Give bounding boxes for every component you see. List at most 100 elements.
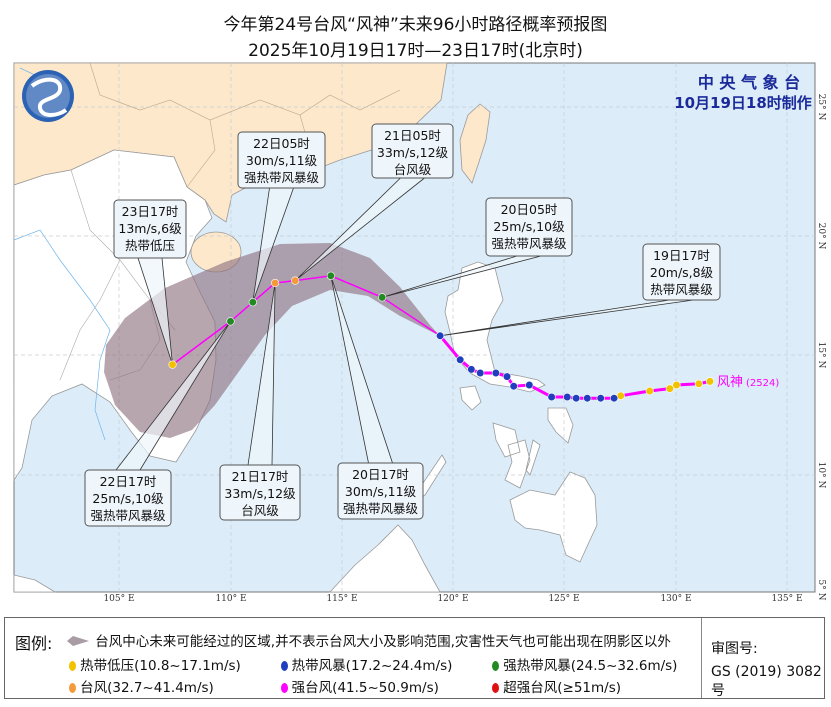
callout-time: 23日17时 xyxy=(122,204,179,219)
legend-item-text: 强热带风暴(24.5~32.6m/s) xyxy=(503,658,678,674)
track-point-ts xyxy=(563,392,572,402)
legend-item-text: 热带低压(10.8~17.1m/s) xyxy=(80,658,241,674)
typhoon-code: (2524) xyxy=(746,378,779,389)
lon-label: 115° E xyxy=(326,594,357,604)
forecast-callout-box xyxy=(642,243,721,301)
land-visayas xyxy=(492,422,541,489)
land-borneo xyxy=(329,524,441,593)
lat-label: 10° N xyxy=(816,462,826,489)
lon-label: 125° E xyxy=(548,594,579,604)
land-mindoro xyxy=(459,385,482,411)
track-point-td xyxy=(168,360,177,369)
legend-divider xyxy=(701,618,702,698)
typhoon-symbol-icon xyxy=(280,661,288,671)
callout-time: 21日05时 xyxy=(384,128,441,143)
legend-item-sty: 强台风(41.5~50.9m/s) xyxy=(280,676,439,696)
track-point-ty xyxy=(291,276,300,285)
track-point-sts xyxy=(226,317,235,326)
map-subtitle: 2025年10月19日17时—23日17时(北京时) xyxy=(248,41,583,61)
legend-item-td: 热带低压(10.8~17.1m/s) xyxy=(69,654,241,674)
track-point-td xyxy=(694,379,703,388)
map-title: 今年第24号台风“风神”未来96小时路径概率预报图 xyxy=(223,15,608,35)
lat-label: 15° N xyxy=(816,342,826,369)
track-point-ts xyxy=(547,392,556,402)
legend: 图例: 台风中心未来可能经过的区域,并不表示台风大小及影响范围,灾害性天气也可能… xyxy=(4,617,825,699)
legend-cone-text: 台风中心未来可能经过的区域,并不表示台风大小及影响范围,灾害性天气也可能出现在阴… xyxy=(95,634,671,650)
typhoon-symbol-icon xyxy=(492,661,500,671)
track-point-sts xyxy=(326,271,335,280)
latitude-labels: 25° N 20° N 15° N 10° N 5° N xyxy=(816,94,826,601)
lon-label: 105° E xyxy=(103,594,134,604)
callout-time: 21日17时 xyxy=(232,469,289,484)
track-point-td xyxy=(645,386,654,396)
land-taiwan xyxy=(459,103,491,184)
track-point-ts xyxy=(467,365,476,374)
track-point-ts xyxy=(609,394,619,403)
callout-level: 强热带风暴级 xyxy=(244,170,320,185)
legend-item-text: 热带风暴(17.2~24.4m/s) xyxy=(291,658,453,674)
callout-level: 强热带风暴级 xyxy=(491,236,567,251)
callout-wind: 25m/s,10级 xyxy=(493,219,565,234)
legend-item-superty: 超强台风(≥51m/s) xyxy=(492,676,621,696)
track-point-ts xyxy=(456,355,465,364)
callout-level: 强热带风暴级 xyxy=(343,501,419,516)
lat-label: 25° N xyxy=(816,94,826,121)
track-point-ts xyxy=(596,394,605,403)
forecast-callout-box xyxy=(84,469,172,527)
track-point-sts xyxy=(378,293,387,302)
lon-label: 135° E xyxy=(771,594,802,604)
legend-item-text: 强台风(41.5~50.9m/s) xyxy=(291,680,439,696)
typhoon-track-map: 105° E 110° E 115° E 120° E 125° E 130° E 135°… xyxy=(13,62,826,604)
callout-wind: 20m/s,8级 xyxy=(650,265,714,280)
callout-time: 20日05时 xyxy=(501,202,558,217)
legend-item-text: 台风(32.7~41.4m/s) xyxy=(80,680,214,696)
cma-logo xyxy=(22,70,74,122)
track-point-ts xyxy=(491,368,500,378)
legend-item-text: 超强台风(≥51m/s) xyxy=(503,680,622,696)
track-point-ts xyxy=(583,394,592,403)
lat-label: 5° N xyxy=(816,580,826,601)
land-samar xyxy=(547,407,574,444)
lon-label: 130° E xyxy=(660,594,691,604)
forecast-callout-box xyxy=(337,462,424,520)
forecast-callouts: 19日17时20m/s,8级热带风暴级20日05时25m/s,10级强热带风暴级… xyxy=(84,123,721,527)
track-point-ts xyxy=(502,372,512,381)
track-point-ts xyxy=(436,331,445,340)
callout-time: 22日05时 xyxy=(253,136,310,151)
land-malaysia xyxy=(13,574,57,593)
forecast-callout-box xyxy=(237,131,326,189)
callout-level: 台风级 xyxy=(394,162,432,177)
lon-label: 110° E xyxy=(215,594,246,604)
typhoon-name: 风神 xyxy=(717,375,743,390)
callout-level: 强热带风暴级 xyxy=(90,508,166,523)
legend-cone: 台风中心未来可能经过的区域,并不表示台风大小及影响范围,灾害性天气也可能出现在阴… xyxy=(65,630,671,650)
legend-item-ty: 台风(32.7~41.4m/s) xyxy=(69,676,214,696)
typhoon-symbol-icon xyxy=(492,683,500,693)
approval-number: GS (2019) 3082号 xyxy=(711,664,822,699)
callout-level: 热带风暴级 xyxy=(650,282,713,297)
track-point-ty xyxy=(271,278,280,288)
typhoon-symbol-icon xyxy=(69,683,77,693)
track-point-ts xyxy=(476,368,485,378)
callout-wind: 33m/s,12级 xyxy=(377,145,449,160)
callout-wind: 33m/s,12级 xyxy=(224,486,296,501)
track-points xyxy=(168,271,715,403)
track-point-td xyxy=(705,377,715,386)
track-point-ts xyxy=(572,394,581,403)
callout-wind: 13m/s,6级 xyxy=(118,221,182,236)
legend-item-sts: 强热带风暴(24.5~32.6m/s) xyxy=(492,654,677,674)
callout-level: 台风级 xyxy=(241,503,279,518)
agency-name: 中 央 气 象 台 xyxy=(698,73,800,92)
lon-label: 120° E xyxy=(437,594,468,604)
forecast-callout-box xyxy=(113,199,187,259)
land-mindanao xyxy=(509,471,598,563)
track-point-td xyxy=(672,380,681,390)
track-point-td xyxy=(665,384,674,393)
callout-wind: 25m/s,10级 xyxy=(92,491,164,506)
typhoon-symbol-icon xyxy=(280,683,288,693)
callout-time: 20日17时 xyxy=(352,467,409,482)
track-point-ts xyxy=(525,380,534,390)
track-point-ts xyxy=(509,382,518,391)
cone-swatch-icon xyxy=(67,636,89,646)
callout-wind: 30m/s,11级 xyxy=(345,484,417,499)
